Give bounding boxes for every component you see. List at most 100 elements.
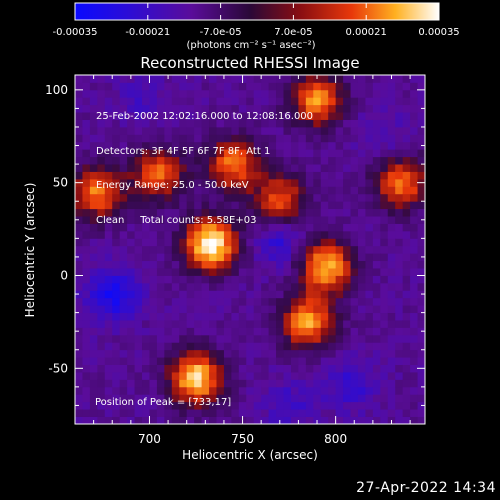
heatmap-cell <box>350 119 359 128</box>
heatmap-cell <box>104 141 113 150</box>
heatmap-cell <box>75 134 83 143</box>
heatmap-cell <box>402 342 411 351</box>
heatmap-cell <box>194 275 202 284</box>
heatmap-cell <box>171 290 180 299</box>
heatmap-cell <box>246 134 255 143</box>
heatmap-cell <box>268 75 277 83</box>
heatmap-cell <box>238 104 247 113</box>
heatmap-cell <box>231 268 240 276</box>
heatmap-cell <box>372 238 381 247</box>
heatmap-cell <box>231 149 240 158</box>
heatmap-cell <box>82 386 91 395</box>
heatmap-cell <box>97 386 106 395</box>
heatmap-cell <box>179 201 188 210</box>
heatmap-cell <box>216 238 225 247</box>
heatmap-cell <box>104 342 113 351</box>
heatmap-cell <box>97 245 106 254</box>
heatmap-cell <box>320 364 329 373</box>
heatmap-cell <box>253 282 262 291</box>
heatmap-cell <box>89 216 98 224</box>
heatmap-cell <box>268 230 277 239</box>
heatmap-cell <box>104 320 113 328</box>
heatmap-cell <box>387 141 396 150</box>
heatmap-cell <box>395 216 404 224</box>
heatmap-cell <box>223 386 232 395</box>
heatmap-cell <box>276 171 284 180</box>
heatmap-cell <box>89 349 98 358</box>
heatmap-cell <box>350 141 359 150</box>
heatmap-cell <box>253 178 262 187</box>
heatmap-cell <box>231 223 240 232</box>
heatmap-cell <box>112 112 121 120</box>
heatmap-cell <box>276 409 284 417</box>
heatmap-cell <box>402 89 411 98</box>
heatmap-cell <box>380 416 389 424</box>
heatmap-cell <box>290 178 299 187</box>
heatmap-cell <box>387 297 396 306</box>
heatmap-cell <box>276 126 284 135</box>
heatmap-cell <box>417 201 425 210</box>
heatmap-cell <box>298 327 307 336</box>
heatmap-cell <box>417 386 425 395</box>
heatmap-cell <box>372 178 381 187</box>
heatmap-cell <box>372 394 381 403</box>
heatmap-cell <box>149 342 158 351</box>
heatmap-cell <box>313 134 322 143</box>
heatmap-cell <box>246 156 255 165</box>
x-tick-label: 700 <box>138 432 161 446</box>
heatmap-cell <box>238 320 247 328</box>
heatmap-cell <box>246 401 255 410</box>
heatmap-cell <box>104 357 113 365</box>
heatmap-cell <box>380 342 389 351</box>
heatmap-cell <box>171 312 180 321</box>
heatmap-cell <box>97 208 106 217</box>
heatmap-cell <box>335 305 344 314</box>
heatmap-cell <box>283 134 292 143</box>
heatmap-cell <box>104 230 113 239</box>
heatmap-cell <box>134 149 143 158</box>
heatmap-cell <box>253 379 262 388</box>
heatmap-cell <box>305 357 314 365</box>
heatmap-cell <box>216 364 225 373</box>
heatmap-cell <box>246 119 255 128</box>
heatmap-cell <box>231 401 240 410</box>
heatmap-cell <box>350 223 359 232</box>
heatmap-cell <box>365 171 374 180</box>
heatmap-cell <box>343 342 351 351</box>
heatmap-cell <box>156 372 165 380</box>
heatmap-cell <box>313 275 322 284</box>
heatmap-cell <box>410 282 418 291</box>
heatmap-cell <box>387 104 396 113</box>
heatmap-cell <box>194 372 202 380</box>
heatmap-cell <box>290 357 299 365</box>
heatmap-cell <box>350 297 359 306</box>
heatmap-cell <box>201 275 210 284</box>
heatmap-cell <box>305 327 314 336</box>
heatmap-cell <box>410 104 418 113</box>
heatmap-cell <box>268 409 277 417</box>
heatmap-cell <box>402 82 411 91</box>
heatmap-cell <box>134 342 143 351</box>
heatmap-cell <box>104 112 113 120</box>
heatmap-cell <box>164 149 173 158</box>
heatmap-cell <box>119 171 128 180</box>
heatmap-cell <box>328 416 337 424</box>
heatmap-cell <box>372 268 381 276</box>
heatmap-cell <box>343 409 351 417</box>
heatmap-cell <box>127 156 135 165</box>
heatmap-cell <box>246 334 255 343</box>
heatmap-cell <box>268 386 277 395</box>
heatmap-cell <box>156 245 165 254</box>
heatmap-cell <box>372 260 381 269</box>
heatmap-cell <box>156 357 165 365</box>
heatmap-cell <box>395 409 404 417</box>
heatmap-cell <box>149 164 158 172</box>
heatmap-cell <box>290 312 299 321</box>
heatmap-cell <box>97 372 106 380</box>
heatmap-cell <box>223 312 232 321</box>
heatmap-cell <box>328 156 337 165</box>
heatmap-cell <box>261 216 270 224</box>
heatmap-cell <box>75 409 83 417</box>
heatmap-cell <box>171 305 180 314</box>
heatmap-cell <box>127 193 135 202</box>
